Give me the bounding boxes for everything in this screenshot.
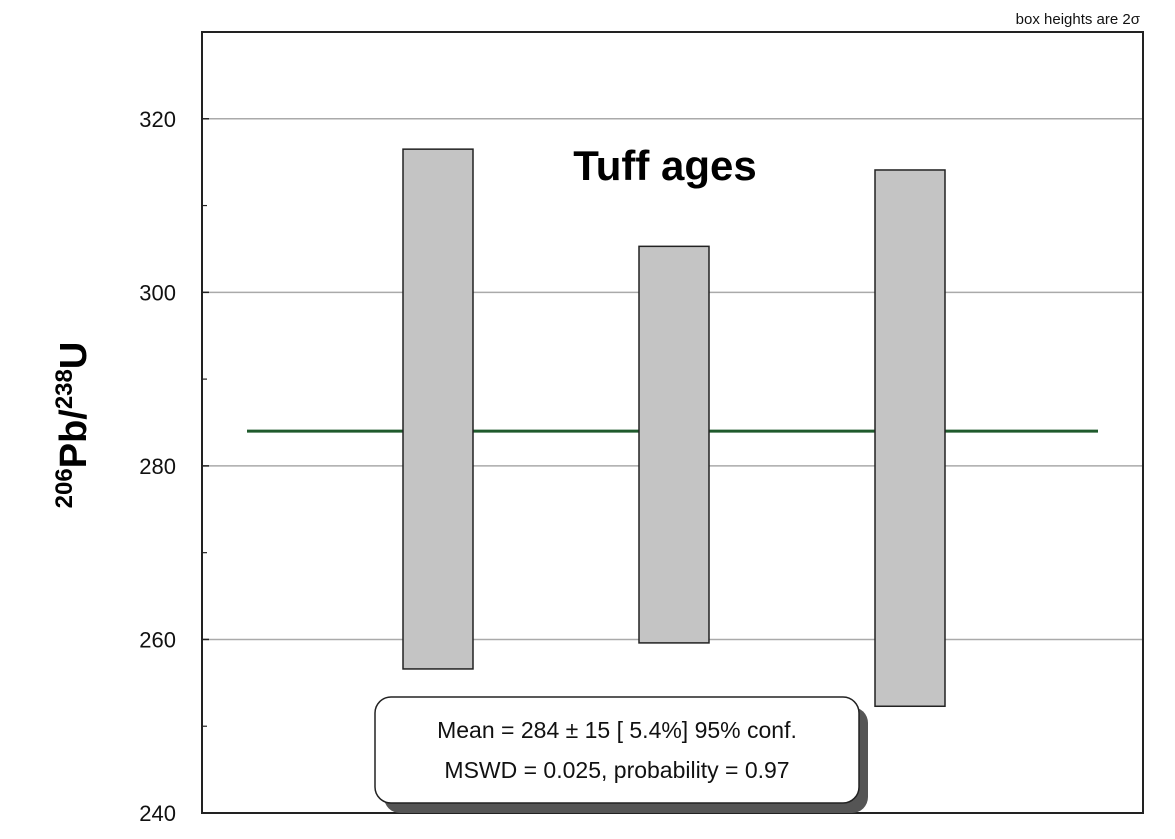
error-box-1	[402, 148, 474, 670]
y-tick-label-300: 300	[139, 280, 176, 305]
y-tick-label-260: 260	[139, 627, 176, 652]
y-axis-label: 206Pb/238U	[51, 342, 95, 509]
y-label-sup-238: 238	[51, 369, 78, 409]
y-label-pb: Pb/	[53, 409, 95, 469]
y-axis-ticks: 240 260 280 300 320	[139, 107, 209, 826]
y-label-sup-206: 206	[51, 468, 78, 508]
y-tick-label-240: 240	[139, 801, 176, 826]
stats-box-panel	[374, 696, 860, 804]
error-boxes	[402, 148, 946, 708]
stats-box: Mean = 284 ± 15 [ 5.4%] 95% conf. MSWD =…	[374, 696, 868, 813]
y-tick-label-320: 320	[139, 107, 176, 132]
stats-mean-text: Mean = 284 ± 15 [ 5.4%] 95% conf.	[437, 717, 797, 743]
y-tick-label-280: 280	[139, 454, 176, 479]
error-box-2	[638, 245, 710, 644]
chart-title: Tuff ages	[573, 142, 757, 189]
box-height-note: box heights are 2σ	[1016, 11, 1141, 28]
stats-mswd-text: MSWD = 0.025, probability = 0.97	[444, 757, 789, 783]
y-label-u: U	[53, 342, 95, 369]
error-box-3	[874, 169, 946, 708]
